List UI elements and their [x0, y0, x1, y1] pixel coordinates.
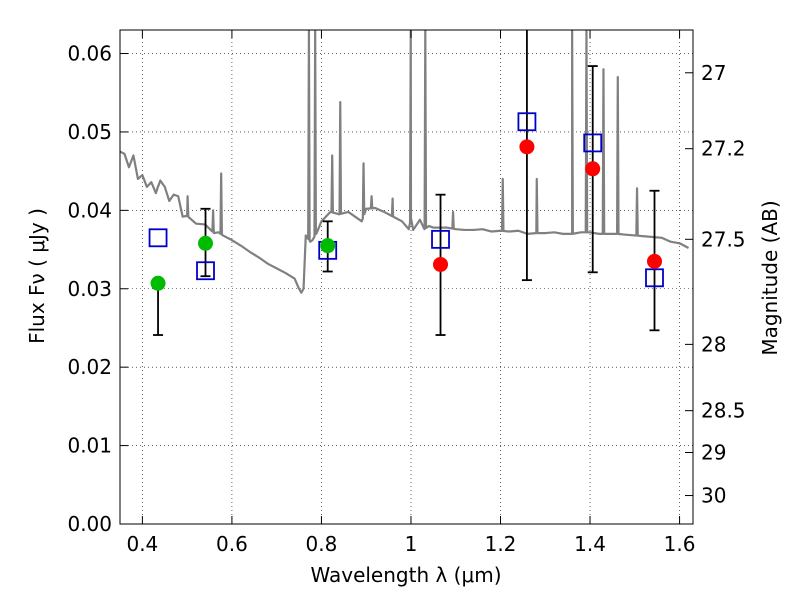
green-data-point — [150, 275, 166, 291]
y2-tick-label: 27.5 — [701, 227, 746, 251]
y-tick-label: 0.04 — [67, 198, 112, 222]
x-axis-label: Wavelength λ (μm) — [310, 563, 501, 587]
x-tick-label: 1 — [405, 532, 418, 556]
plot-frame — [119, 29, 694, 525]
x-tick-label: 0.8 — [306, 532, 338, 556]
y2-axis: 27 27.2 27.5 28 28.5 29 30 — [685, 61, 746, 508]
x-axis: 0.4 0.6 0.8 1 1.2 1.4 1.6 — [126, 30, 695, 556]
x-tick-label: 1.6 — [664, 532, 696, 556]
red-data-point — [519, 139, 535, 155]
y-tick-label: 0.06 — [67, 42, 112, 66]
green-data-point — [320, 238, 336, 254]
model-square-marker — [196, 261, 215, 281]
model-square-marker — [517, 112, 537, 132]
green-data-point — [198, 235, 214, 251]
y2-tick-label: 28 — [701, 332, 726, 356]
x-tick-label: 0.4 — [126, 532, 158, 556]
red-photometry-points — [433, 139, 663, 272]
red-data-point — [433, 256, 449, 272]
spectrum-line — [120, 30, 690, 294]
x-tick-label: 1.2 — [485, 532, 517, 556]
y2-tick-label: 27 — [701, 61, 726, 85]
y-tick-label: 0.03 — [67, 277, 112, 301]
y2-tick-label: 29 — [701, 440, 726, 464]
x-tick-label: 0.6 — [216, 532, 248, 556]
y2-axis-label: Magnitude (AB) — [758, 200, 782, 355]
green-photometry-points — [150, 235, 336, 291]
model-square-marker — [148, 228, 168, 248]
y-tick-label: 0.02 — [67, 355, 112, 379]
x-tick-label: 1.4 — [574, 532, 606, 556]
model-spectrum — [120, 30, 690, 294]
y-axis-label: Flux Fν ( μJy ) — [25, 208, 49, 344]
y2-tick-label: 27.2 — [701, 137, 746, 161]
y2-tick-label: 30 — [701, 484, 726, 508]
model-square-marker — [583, 133, 603, 153]
red-data-point — [647, 253, 663, 269]
model-square-marker — [431, 229, 450, 249]
model-square-marker — [645, 268, 664, 288]
y-tick-label: 0.05 — [67, 120, 112, 144]
y2-tick-label: 28.5 — [701, 399, 746, 423]
plot-area-background — [120, 30, 693, 524]
y-tick-label: 0.00 — [67, 512, 112, 536]
y-tick-label: 0.01 — [67, 434, 112, 458]
red-data-point — [585, 161, 601, 177]
y-axis: 0.00 0.01 0.02 0.03 0.04 0.05 0.06 — [67, 42, 128, 536]
